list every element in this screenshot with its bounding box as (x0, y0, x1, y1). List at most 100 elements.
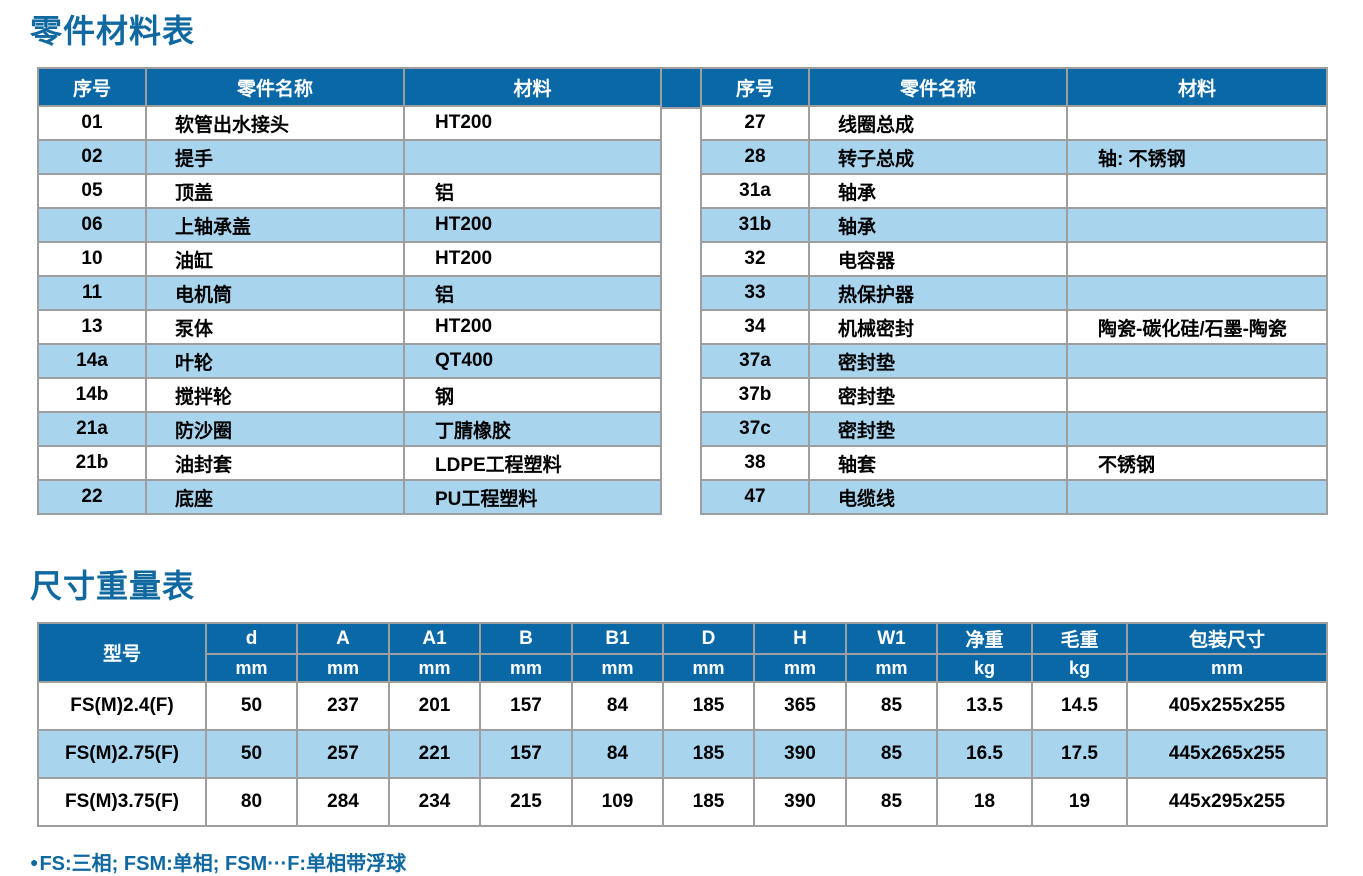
cell-B: 157 (479, 681, 573, 731)
cell-d: 80 (205, 777, 298, 827)
cell-H: 365 (753, 681, 847, 731)
table-row: 01 软管出水接头 HT200 (37, 105, 662, 141)
table-row: 37b 密封垫 (700, 377, 1328, 413)
dims-header-A1: A1 (388, 622, 481, 655)
table-row: 32 电容器 (700, 241, 1328, 277)
parts-tables-row: 序号 零件名称 材料 01 软管出水接头 HT200 02 提手 05 顶盖铝 06 上轴承盖 H… (37, 67, 1363, 515)
table-row: 06 上轴承盖 HT200 (37, 207, 662, 243)
parts-header-material: 材料 (1066, 67, 1328, 107)
cell-no: 47 (700, 479, 810, 515)
cell-净重: 16.5 (936, 729, 1033, 779)
footnote: ●FS:三相; FSM:单相; FSM···F:单相带浮球 (30, 847, 1363, 876)
dims-header-包装尺寸: 包装尺寸 (1126, 622, 1328, 655)
cell-A: 237 (296, 681, 390, 731)
dims-header-A: A (296, 622, 390, 655)
table-row: 10 油缸 HT200 (37, 241, 662, 277)
cell-D: 185 (662, 729, 755, 779)
cell-B1: 109 (571, 777, 664, 827)
table-row: 02 提手 (37, 139, 662, 175)
dims-unit-A1: mm (388, 653, 481, 683)
dims-header-H: H (753, 622, 847, 655)
table-row: FS(M)3.75(F) 80 284 234 215 109 185 390 85 18 19 44… (37, 777, 1328, 827)
cell-包装尺寸: 445x295x255 (1126, 777, 1328, 827)
dims-unit-B1: mm (571, 653, 664, 683)
cell-d: 50 (205, 729, 298, 779)
cell-no: 14a (37, 343, 147, 379)
dims-header-row-units: mm mm mm mm mm mm mm mm kg kg mm (38, 653, 1328, 683)
cell-material: 陶瓷-碳化硅/石墨-陶瓷 (1066, 309, 1328, 345)
cell-part-name: 密封垫 (808, 343, 1068, 379)
table-row: 31b 轴承 (700, 207, 1328, 243)
table-row: 05 顶盖铝 (37, 173, 662, 209)
dims-header-B: B (479, 622, 573, 655)
cell-A1: 221 (388, 729, 481, 779)
bullet-icon: ● (30, 854, 39, 870)
table-row: 14a 叶轮 QT400 (37, 343, 662, 379)
cell-A: 257 (296, 729, 390, 779)
dims-header-W1: W1 (845, 622, 938, 655)
cell-material: HT200 (403, 241, 662, 277)
cell-part-name: 转子总成 (808, 139, 1068, 175)
table-row: 37c 密封垫 (700, 411, 1328, 447)
parts-header-no: 序号 (700, 67, 810, 107)
cell-model: FS(M)2.75(F) (37, 729, 207, 779)
cell-B1: 84 (571, 681, 664, 731)
cell-W1: 85 (845, 729, 938, 779)
cell-material (1066, 207, 1328, 243)
cell-part-name: 电机筒 (145, 275, 405, 311)
cell-毛重: 17.5 (1031, 729, 1128, 779)
cell-part-name: 泵体 (145, 309, 405, 345)
dims-unit-净重: kg (936, 653, 1033, 683)
cell-part-name: 搅拌轮 (145, 377, 405, 413)
cell-part-name: 轴承 (808, 173, 1068, 209)
dims-unit-A: mm (296, 653, 390, 683)
dims-section-title: 尺寸重量表 (30, 568, 196, 604)
dims-table: 型号 d A A1 B B1 D H W1 净重 毛重 包装尺寸 mm mm mm mm mm mm mm mm kg… (37, 622, 1328, 827)
cell-material: 轴: 不锈钢 (1066, 139, 1328, 175)
cell-no: 21b (37, 445, 147, 481)
cell-material (1066, 411, 1328, 447)
dims-header-D: D (662, 622, 755, 655)
cell-part-name: 热保护器 (808, 275, 1068, 311)
cell-part-name: 电缆线 (808, 479, 1068, 515)
table-row: 11 电机筒铝 (37, 275, 662, 311)
parts-header-part-name: 零件名称 (145, 67, 405, 107)
dims-header-B1: B1 (571, 622, 664, 655)
cell-no: 21a (37, 411, 147, 447)
cell-model: FS(M)2.4(F) (37, 681, 207, 731)
cell-material (1066, 173, 1328, 209)
table-row: 37a 密封垫 (700, 343, 1328, 379)
cell-material (403, 139, 662, 175)
cell-material: HT200 (403, 105, 662, 141)
table-row: FS(M)2.75(F) 50 257 221 157 84 185 390 85 16.5 17.… (37, 729, 1328, 779)
dims-header-model: 型号 (37, 622, 207, 683)
dims-header-净重: 净重 (936, 622, 1033, 655)
cell-d: 50 (205, 681, 298, 731)
dims-unit-W1: mm (845, 653, 938, 683)
parts-header-no: 序号 (37, 67, 147, 107)
cell-material: QT400 (403, 343, 662, 379)
cell-no: 37c (700, 411, 810, 447)
dims-header-row-labels: 型号 d A A1 B B1 D H W1 净重 毛重 包装尺寸 (37, 622, 1328, 683)
cell-no: 02 (37, 139, 147, 175)
dims-unit-B: mm (479, 653, 573, 683)
table-row: 47 电缆线 (700, 479, 1328, 515)
table-row: 21a 防沙圈 丁腈橡胶 (37, 411, 662, 447)
cell-part-name: 防沙圈 (145, 411, 405, 447)
cell-no: 28 (700, 139, 810, 175)
table-row: 21b 油封套 LDPE工程塑料 (37, 445, 662, 481)
dims-unit-D: mm (662, 653, 755, 683)
cell-part-name: 油封套 (145, 445, 405, 481)
cell-part-name: 叶轮 (145, 343, 405, 379)
cell-W1: 85 (845, 777, 938, 827)
cell-material (1066, 105, 1328, 141)
table-row: 27 线圈总成 (700, 105, 1328, 141)
dims-unit-包装尺寸: mm (1126, 653, 1328, 683)
cell-A1: 234 (388, 777, 481, 827)
cell-material: 丁腈橡胶 (403, 411, 662, 447)
cell-material: 铝 (403, 275, 662, 311)
parts-right-body: 27 线圈总成 28 转子总成 轴: 不锈钢 31a 轴承 31b 轴承 32 电容器 33 热保护器 3… (700, 105, 1328, 515)
parts-section-title: 零件材料表 (30, 13, 196, 49)
cell-毛重: 14.5 (1031, 681, 1128, 731)
cell-no: 22 (37, 479, 147, 515)
